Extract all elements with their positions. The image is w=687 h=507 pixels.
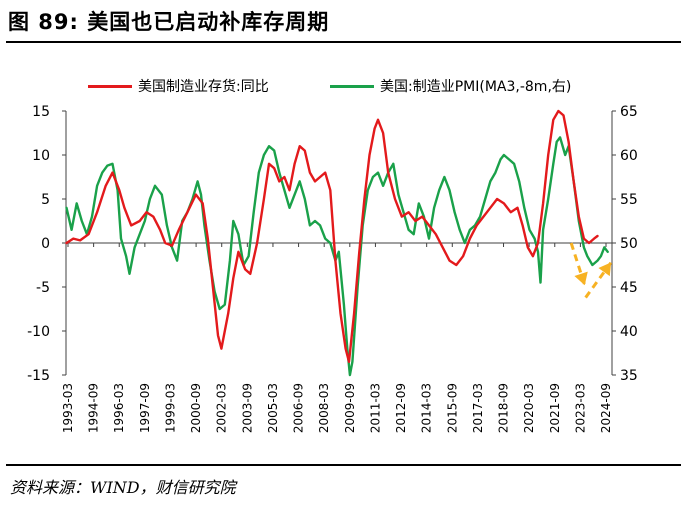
- source-note: 资料来源：WIND，财信研究院: [10, 478, 236, 497]
- x-tick-label: 2017-03: [471, 383, 485, 433]
- right-tick-label: 60: [620, 148, 638, 164]
- figure-title: 图 89: 美国也已启动补库存周期: [8, 10, 330, 34]
- right-tick-label: 45: [620, 280, 638, 296]
- x-tick-label: 2021-09: [548, 383, 562, 433]
- right-tick-label: 65: [620, 104, 638, 120]
- x-tick-label: 1993-03: [61, 383, 75, 433]
- left-tick-label: 10: [32, 148, 50, 164]
- x-tick-label: 2003-09: [240, 383, 254, 433]
- series-line-inventory: [65, 109, 599, 363]
- right-tick-label: 55: [620, 192, 638, 208]
- x-tick-label: 2018-09: [497, 383, 511, 433]
- legend-item-inventory: 美国制造业存货:同比: [88, 76, 269, 96]
- legend-label-pmi: 美国:制造业PMI(MA3,-8m,右): [380, 79, 572, 95]
- left-tick-label: 5: [41, 192, 50, 208]
- legend-swatch-inventory: [88, 84, 132, 88]
- trend-arrow-down-head: [574, 271, 588, 286]
- legend-swatch-pmi: [330, 84, 374, 88]
- x-tick-label: 2006-09: [292, 383, 306, 433]
- x-tick-label: 1994-09: [87, 383, 101, 433]
- x-tick-label: 2002-03: [215, 383, 229, 433]
- x-tick-label: 2000-09: [189, 383, 203, 433]
- left-tick-label: 0: [41, 236, 50, 252]
- series-line-pmi: [65, 136, 609, 377]
- title-rule: [6, 41, 681, 43]
- x-tick-label: 2015-09: [445, 383, 459, 433]
- trend-arrow-down: [569, 242, 588, 286]
- right-tick-label: 40: [620, 324, 638, 340]
- trend-arrow-up-head: [598, 262, 612, 277]
- x-tick-label: 2008-03: [317, 383, 331, 433]
- footer-rule: [6, 464, 681, 466]
- x-tick-label: 2005-03: [266, 383, 280, 433]
- x-tick-label: 2012-09: [394, 383, 408, 433]
- trend-arrow-up: [584, 261, 613, 299]
- left-tick-label: -5: [36, 280, 50, 296]
- left-tick-label: 15: [32, 104, 50, 120]
- right-tick-label: 50: [620, 236, 638, 252]
- left-tick-label: -10: [27, 324, 50, 340]
- left-tick-label: -15: [27, 368, 50, 384]
- right-tick-label: 35: [620, 368, 638, 384]
- legend-item-pmi: 美国:制造业PMI(MA3,-8m,右): [330, 76, 571, 96]
- x-tick-label: 2020-03: [522, 383, 536, 433]
- x-tick-label: 2014-03: [420, 383, 434, 433]
- x-tick-label: 1999-03: [163, 383, 177, 433]
- legend-label-inventory: 美国制造业存货:同比: [138, 79, 269, 95]
- x-tick-label: 2023-03: [573, 383, 587, 433]
- x-tick-label: 2011-03: [368, 383, 382, 433]
- x-tick-label: 2024-09: [599, 383, 613, 433]
- x-tick-label: 1997-09: [138, 383, 152, 433]
- x-tick-label: 2009-09: [343, 383, 357, 433]
- x-tick-label: 1996-03: [112, 383, 126, 433]
